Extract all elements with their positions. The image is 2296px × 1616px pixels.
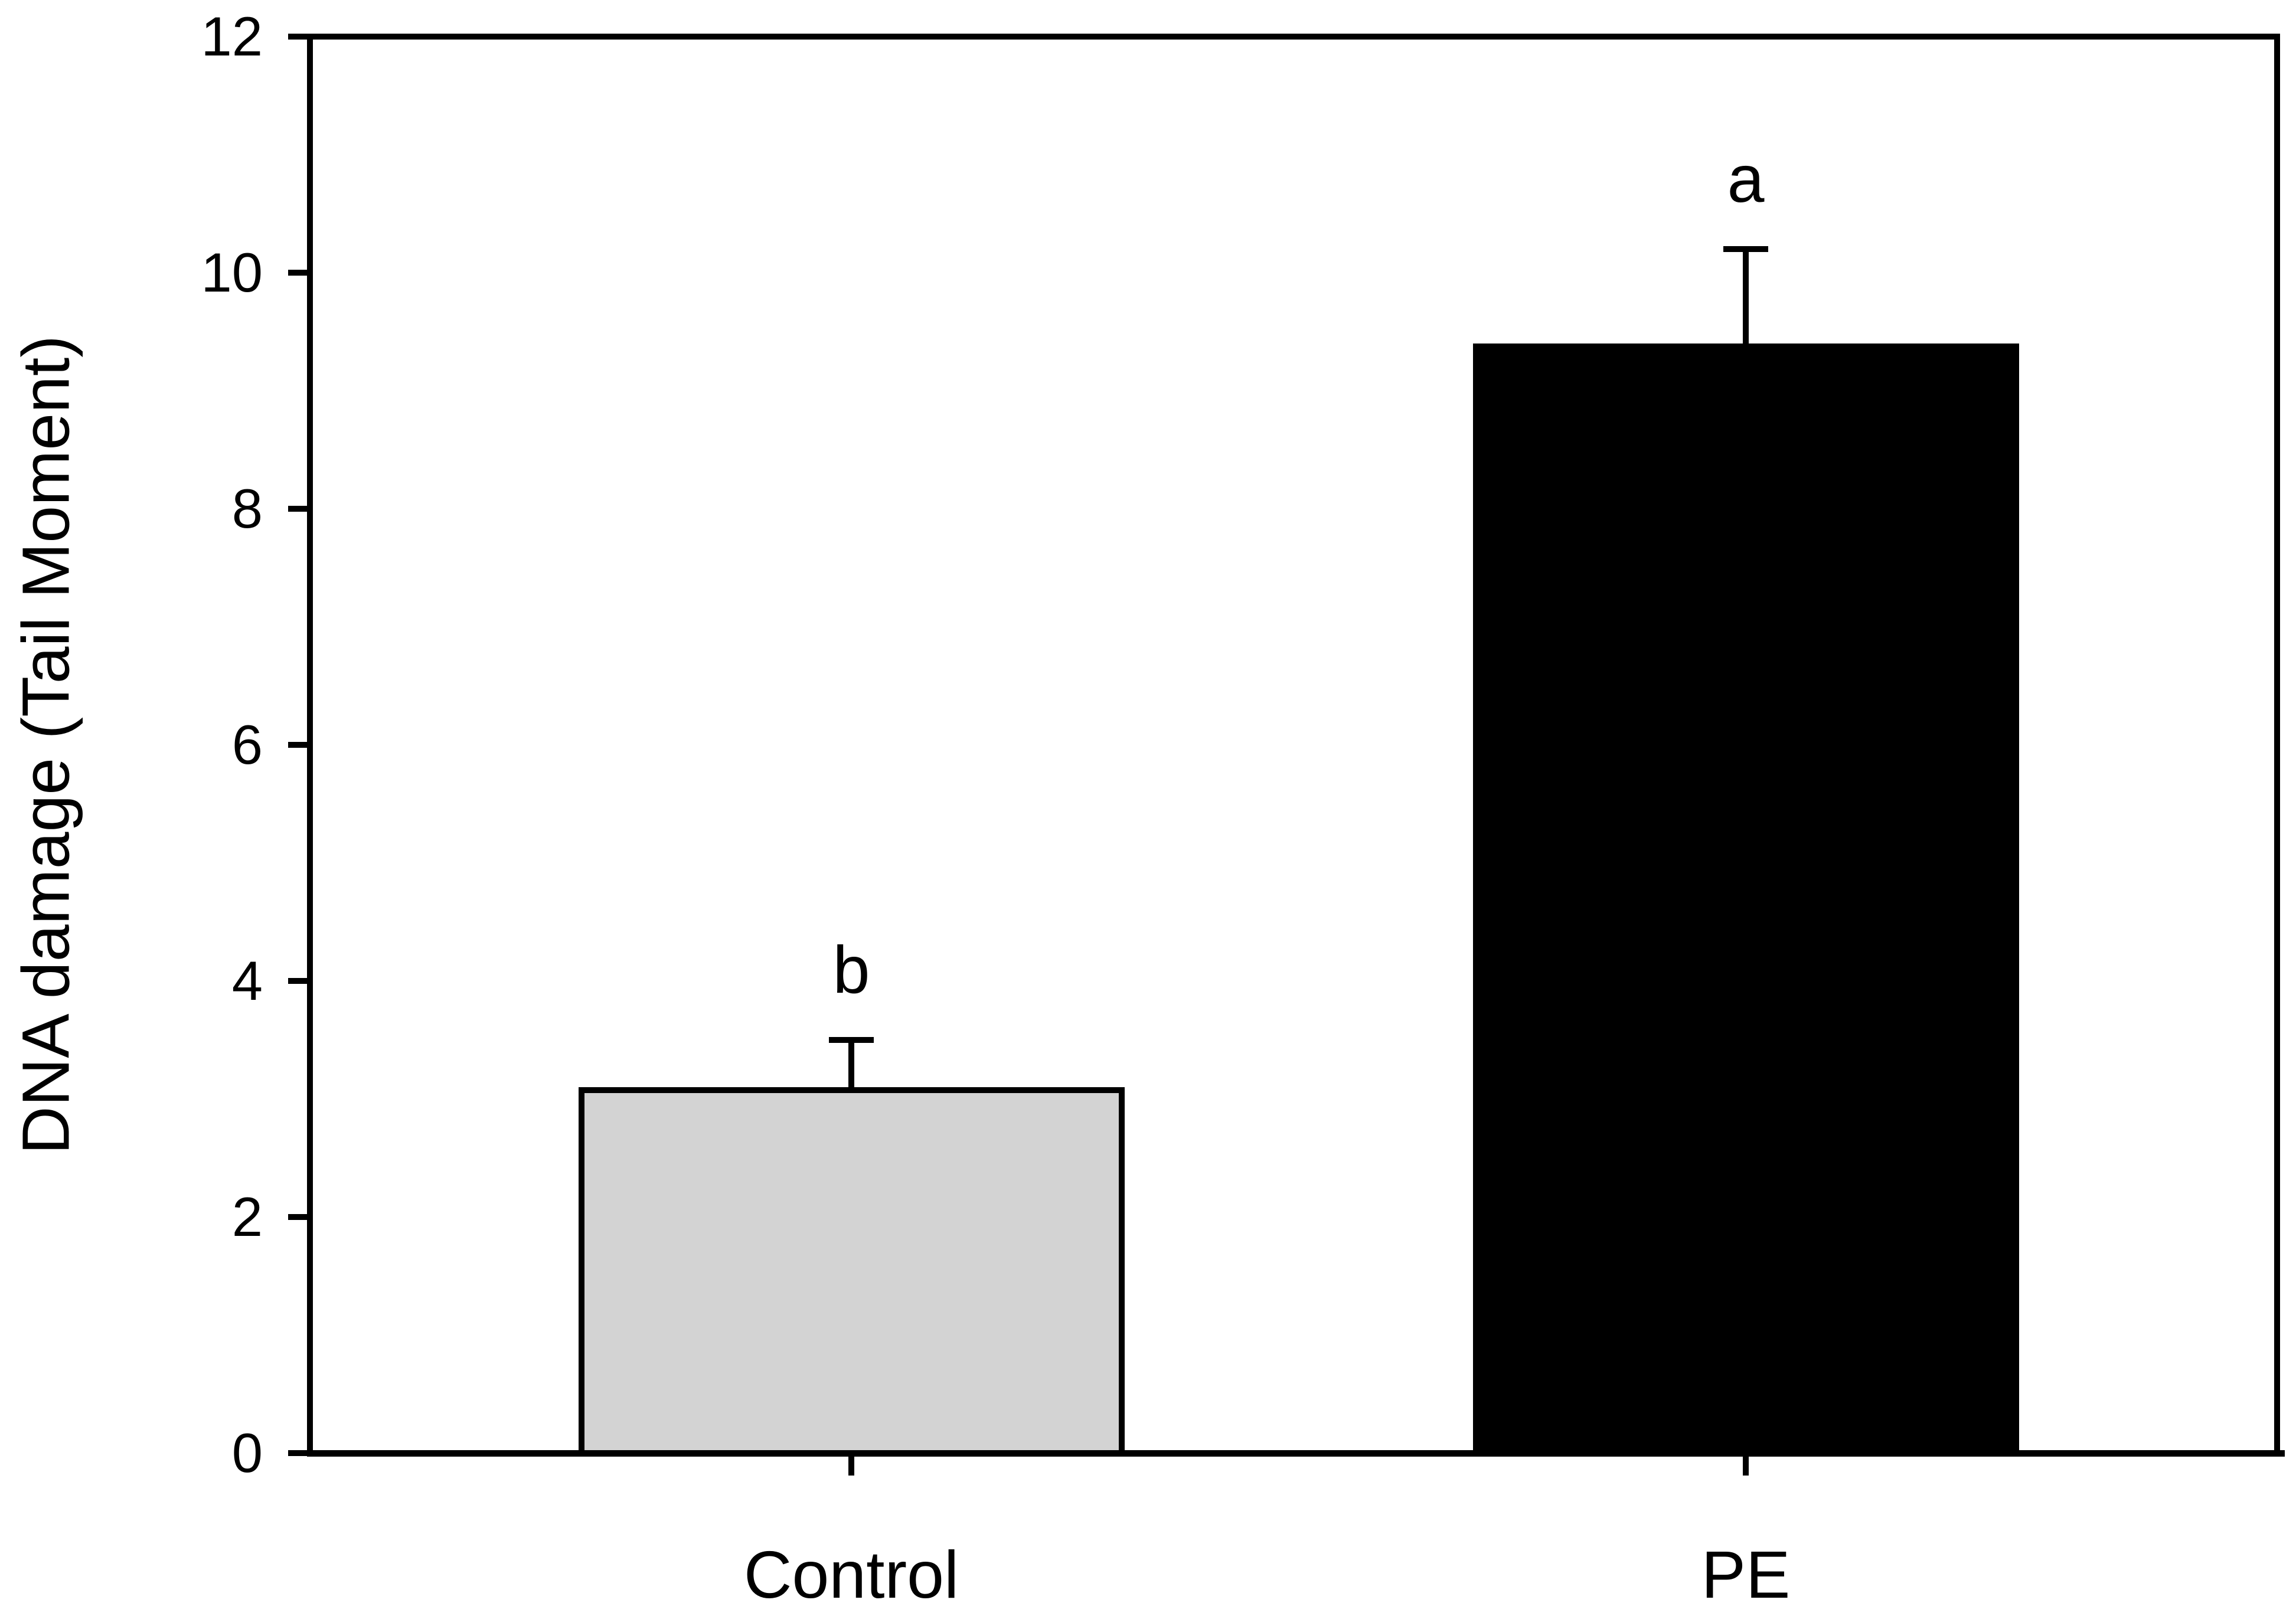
significance-letter: b: [832, 933, 870, 1007]
top-frame-line: [307, 34, 2280, 40]
y-axis-line: [307, 34, 313, 1456]
bar-control: [578, 1087, 1125, 1456]
y-axis-tick: [288, 270, 310, 276]
y-axis-tick-label: 6: [231, 714, 263, 776]
y-axis-tick-label: 12: [201, 5, 263, 67]
y-axis-tick-label: 4: [231, 950, 263, 1012]
y-axis-tick: [288, 1450, 310, 1456]
x-axis-category-label: PE: [1701, 1538, 1791, 1612]
y-axis-tick: [288, 506, 310, 512]
error-bar: [848, 1040, 854, 1087]
y-axis-tick-label: 8: [231, 477, 263, 539]
y-axis-tick: [288, 978, 310, 984]
error-bar: [1743, 249, 1749, 344]
y-axis-tick-label: 2: [231, 1186, 263, 1248]
y-axis-tick: [288, 742, 310, 748]
error-bar-cap: [1723, 246, 1768, 252]
x-axis-category-label: Control: [743, 1538, 959, 1612]
y-axis-tick-label: 0: [231, 1422, 263, 1484]
x-axis-tick: [848, 1456, 854, 1476]
x-axis-tick: [1743, 1456, 1749, 1476]
right-frame-line: [2274, 34, 2280, 1456]
y-axis-tick: [288, 1214, 310, 1220]
bar-pe: [1472, 344, 2019, 1456]
y-axis-tick: [288, 34, 310, 40]
error-bar-cap: [829, 1037, 874, 1043]
y-axis-tick-label: 10: [201, 241, 263, 303]
significance-letter: a: [1727, 142, 1765, 216]
x-axis-line: [307, 1450, 2285, 1457]
